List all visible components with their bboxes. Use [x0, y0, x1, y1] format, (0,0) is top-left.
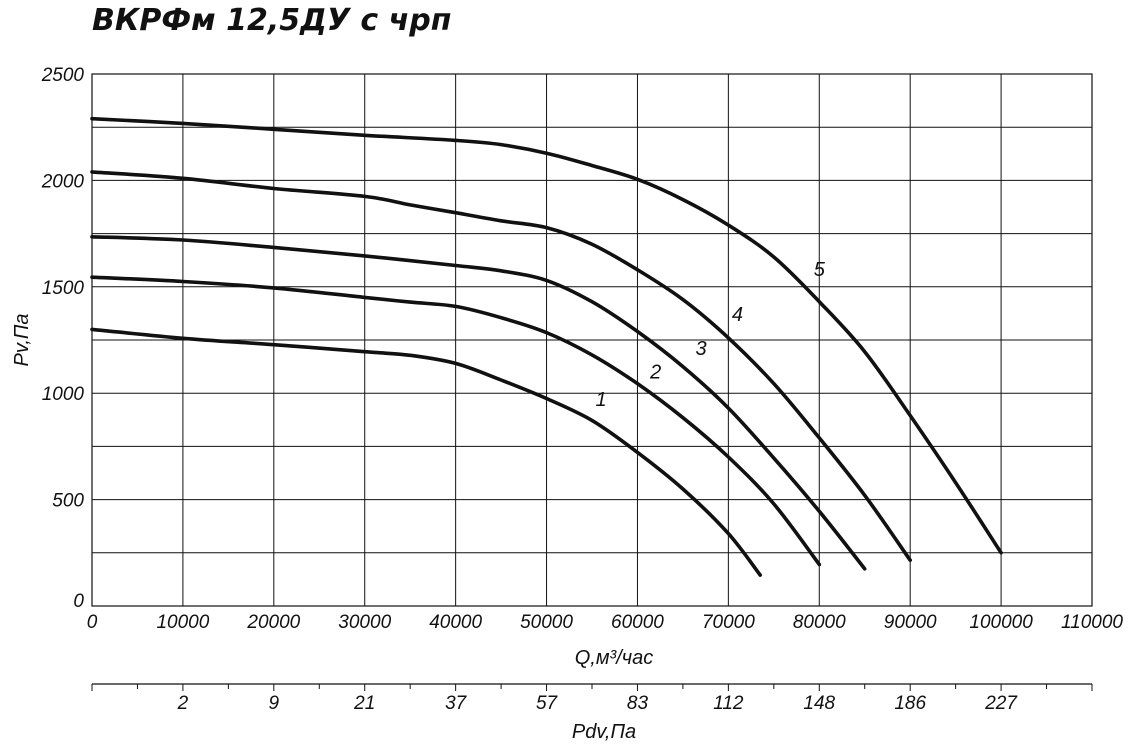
x-tick-label: 30000 [338, 612, 391, 633]
x-tick-label: 80000 [793, 612, 846, 633]
series-curve-1 [90, 327, 762, 577]
series-curves [90, 116, 1003, 577]
x-tick-label: 40000 [429, 612, 482, 633]
y-tick-label: 1000 [42, 384, 85, 405]
series-curve-2 [90, 275, 822, 567]
series-curve-5 [90, 116, 1003, 555]
y-tick-label: 500 [52, 491, 84, 512]
x-tick-label: 10000 [156, 612, 209, 633]
x2-tick-label: 148 [803, 693, 835, 714]
x2-tick-label: 57 [536, 693, 559, 714]
x2-tick-label: 227 [984, 693, 1018, 714]
x-tick-label: 0 [87, 612, 98, 633]
y-axis-label: Pv,Па [11, 313, 33, 366]
x-axis-label: Q,м³/час [575, 647, 654, 669]
x2-tick-label: 21 [353, 693, 375, 714]
series-label-5: 5 [814, 259, 826, 281]
x2-tick-label: 9 [269, 693, 280, 714]
x2-tick-label: 112 [713, 693, 744, 714]
x-tick-label: 100000 [969, 612, 1033, 633]
x-tick-label: 50000 [520, 612, 573, 633]
y-tick-label: 2000 [41, 171, 85, 192]
series-label-3: 3 [696, 338, 707, 360]
x-tick-label: 90000 [884, 612, 937, 633]
x2-tick-label: 37 [445, 693, 468, 714]
chart-title: ВКРФм 12,5ДУ с чрп [92, 3, 451, 38]
x-tick-label: 70000 [702, 612, 755, 633]
x-tick-label: 20000 [246, 612, 300, 633]
series-label-4: 4 [732, 304, 743, 326]
x-tick-label: 110000 [1061, 612, 1123, 633]
y-tick-label: 1500 [42, 278, 85, 299]
y-tick-label: 0 [73, 591, 84, 612]
x2-tick-label: 83 [627, 693, 649, 714]
x2-axis-label: Pdv,Па [572, 721, 636, 743]
tick-labels: 0 500 1000 1500 2000 2500 0 10000 20000 30000 4000… [41, 65, 1124, 714]
series-curve-4 [90, 170, 912, 562]
x2-tick-label: 2 [177, 693, 189, 714]
series-label-2: 2 [649, 361, 661, 383]
series-curve-3 [90, 235, 867, 571]
x-tick-label: 60000 [611, 612, 664, 633]
x2-tick-label: 186 [894, 693, 926, 714]
y-tick-label: 2500 [41, 65, 85, 86]
plot-frame [91, 73, 1093, 607]
series-label-1: 1 [596, 389, 607, 411]
